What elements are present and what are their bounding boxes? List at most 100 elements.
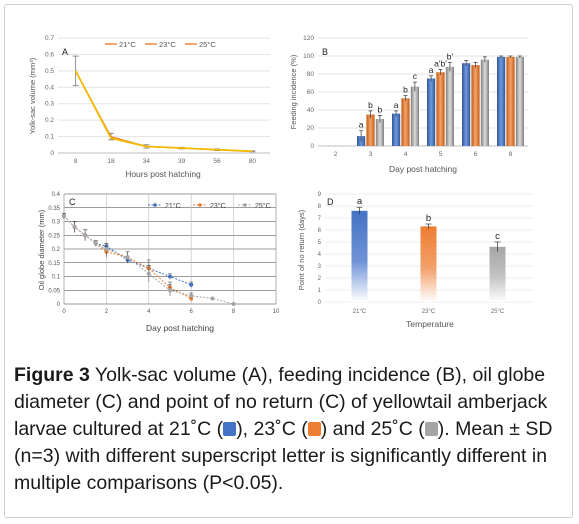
- panel-b-bar: [410, 86, 419, 146]
- panel-d-significance-letter: b: [426, 213, 431, 224]
- panel-b-x-tick-label: 6: [474, 151, 478, 158]
- panel-b-bar: [471, 65, 480, 146]
- panel-d-y-tick-label: 7: [318, 216, 322, 222]
- panel-d-significance-letter: a: [357, 196, 363, 207]
- panel-a-y-tick-label: 0.2: [45, 117, 54, 124]
- panel-b-y-tick-label: 20: [307, 125, 315, 132]
- panel-c-data-point: [83, 233, 88, 238]
- panel-c-data-point: [231, 302, 236, 306]
- panel-a-chart: 0 0.1 0.2 0.3 0.4 0.5 0.6 0.7 8 18 34 39 56 80 21°C 23°…: [28, 35, 270, 179]
- panel-a-y-tick-label: 0.7: [45, 35, 54, 42]
- panel-a-series-line: [75, 70, 253, 152]
- panel-c-data-point: [104, 247, 109, 251]
- panel-c-label: C: [69, 197, 76, 207]
- panel-a-y-tick-label: 0.5: [45, 68, 54, 75]
- caption-label: Figure 3: [14, 364, 90, 386]
- panel-c-data-point: [72, 225, 77, 229]
- panel-c-x-tick-label: 8: [232, 309, 236, 315]
- panel-b-y-tick-label: 40: [307, 107, 315, 114]
- panel-c-legend-marker: [198, 203, 202, 207]
- panel-b-significance-letter: b: [368, 100, 373, 110]
- panel-b-bar: [515, 56, 524, 146]
- panel-c-y-tick-label: 0.35: [48, 206, 60, 212]
- panel-b-y-axis-title: Feeding incidence (%): [289, 54, 298, 129]
- panel-c-data-point: [189, 293, 194, 298]
- panel-a-x-tick-label: 34: [143, 158, 151, 165]
- panel-b-label: B: [322, 47, 328, 57]
- panel-d-bar: [351, 210, 368, 302]
- panel-b-y-tick-label: 80: [307, 71, 315, 78]
- panel-c-x-tick-label: 6: [190, 309, 194, 315]
- panel-c-x-tick-label: 4: [147, 309, 151, 315]
- panel-c-data-point: [168, 274, 172, 279]
- panel-c-data-point: [146, 271, 151, 276]
- caption-text-4: ). Mean ± SD (n=3) with different supers…: [14, 418, 553, 494]
- panel-c-data-point: [189, 282, 194, 287]
- panel-b-bar: [427, 78, 436, 146]
- panel-c-y-tick-label: 0.05: [48, 288, 60, 294]
- caption-text-1: Yolk-sac volume (A), feeding incidence (…: [14, 364, 548, 440]
- swatch-21c: [223, 422, 237, 436]
- panel-c-y-tick-label: 0.4: [52, 192, 61, 198]
- panel-c-x-axis-title: Day post hatching: [146, 323, 214, 333]
- panel-b-significance-letter: a: [429, 65, 434, 75]
- panel-d-label: D: [327, 197, 334, 207]
- panel-a-x-tick-label: 39: [178, 158, 186, 165]
- panel-c-x-tick-label: 10: [273, 309, 280, 315]
- panel-b-bar: [497, 56, 506, 146]
- panel-b-significance-letter: b': [447, 51, 454, 61]
- panel-c-legend-label: 21°C: [165, 202, 181, 210]
- panel-c-series-line: [63, 215, 192, 299]
- panel-a-x-tick-label: 80: [249, 158, 257, 165]
- panel-c-legend-marker: [153, 203, 157, 207]
- panel-b-x-tick-label: 3: [369, 151, 373, 158]
- panel-c-y-tick-label: 0.25: [48, 233, 60, 239]
- panel-d-x-tick-label: 25°C: [491, 309, 505, 315]
- panel-d-y-tick-label: 6: [318, 228, 322, 234]
- panel-d-y-tick-label: 5: [318, 240, 322, 246]
- panel-a-y-tick-label: 0.1: [45, 134, 54, 141]
- panel-a-y-tick-label: 0.3: [45, 101, 54, 108]
- panel-b-significance-letter: b: [378, 104, 383, 114]
- panel-b-y-tick-label: 100: [303, 53, 314, 60]
- panel-a-x-tick-label: 8: [74, 158, 78, 165]
- swatch-25c: [424, 422, 438, 436]
- panel-b-bar: [375, 119, 384, 146]
- panel-b-y-tick-label: 120: [303, 35, 314, 42]
- panel-a-y-axis-title: Yolk-sac volume (mm³): [28, 57, 37, 134]
- panel-a-series-line: [74, 70, 253, 153]
- panel-b-significance-letter: b: [403, 85, 408, 95]
- panel-a-label: A: [62, 47, 68, 57]
- panel-c-legend-marker: [243, 203, 247, 207]
- panel-d-y-tick-label: 1: [318, 288, 322, 294]
- panel-b-x-tick-label: 4: [404, 151, 408, 158]
- panel-c-x-tick-label: 0: [62, 309, 66, 315]
- swatch-23c: [307, 422, 321, 436]
- panel-b-x-axis-title: Day post hatching: [389, 164, 457, 174]
- panel-d-y-tick-label: 9: [318, 192, 322, 198]
- panel-b-x-tick-label: 5: [439, 151, 443, 158]
- panel-b-x-tick-label: 8: [509, 151, 513, 158]
- panel-d-y-tick-label: 8: [318, 204, 322, 210]
- panel-c-legend-label: 23°C: [210, 202, 226, 210]
- panel-c-y-axis-title: Oil globe diameter (mm): [37, 209, 46, 290]
- panel-b-significance-letter: a: [359, 120, 364, 130]
- panel-a-legend-label: 25°C: [199, 40, 216, 49]
- panel-d-x-tick-label: 21°C: [353, 309, 367, 315]
- panel-c-x-tick-label: 2: [105, 309, 109, 315]
- panel-c-chart: 0 0.05 0.1 0.15 0.2 0.25 0.3 0.35 0.4 0 2 4 6 8 10 21°C…: [37, 192, 280, 333]
- panel-d-y-tick-label: 0: [318, 300, 322, 306]
- panel-a-x-tick-label: 56: [213, 158, 221, 165]
- panel-b-significance-letter: c: [413, 71, 418, 81]
- panel-b-x-tick-label: 2: [334, 151, 338, 158]
- panel-b-significance-letter: a: [394, 100, 399, 110]
- panel-a-legend-label: 21°C: [119, 40, 136, 49]
- panel-c-data-point: [210, 296, 215, 301]
- panel-d-significance-letter: c: [495, 231, 500, 242]
- panel-c-legend-label: 25°C: [255, 202, 271, 210]
- panel-d-bar: [489, 246, 506, 302]
- panel-b-y-tick-label: 60: [307, 89, 315, 96]
- panel-d-x-tick-label: 23°C: [422, 309, 436, 315]
- panel-b-significance-letter: a'b': [434, 59, 447, 69]
